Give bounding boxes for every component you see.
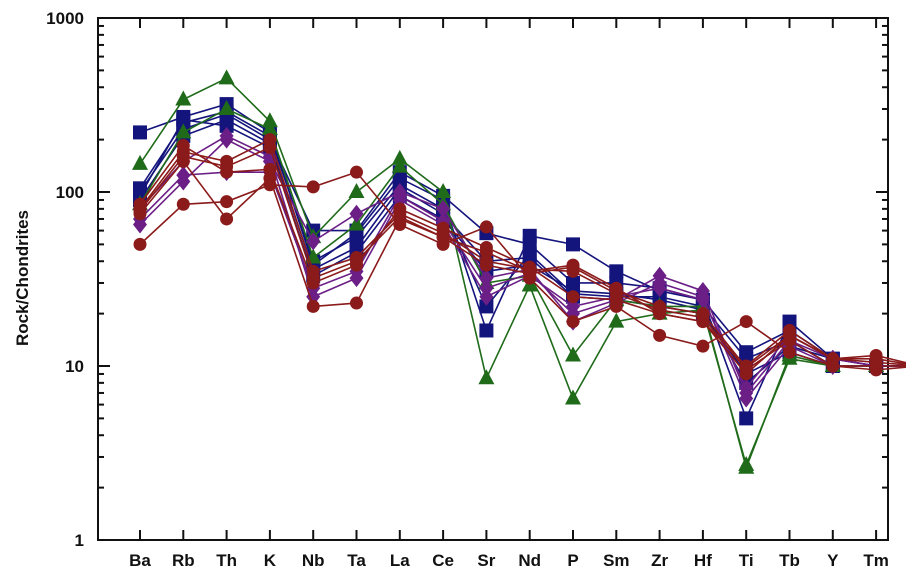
data-point-square: [566, 237, 580, 251]
data-point-triangle: [738, 459, 754, 474]
data-point-circle: [393, 210, 406, 223]
data-point-triangle: [132, 155, 148, 170]
data-point-circle: [567, 315, 580, 328]
data-point-circle: [177, 198, 190, 211]
data-point-square: [739, 345, 753, 359]
series-6: [132, 100, 906, 474]
series-layer: [132, 69, 906, 473]
x-tick-label: Y: [827, 551, 839, 570]
data-point-circle: [870, 356, 883, 369]
x-tick-label: Rb: [172, 551, 195, 570]
data-point-circle: [350, 297, 363, 310]
y-tick-label: 10: [65, 357, 84, 376]
data-point-circle: [437, 231, 450, 244]
data-point-triangle: [392, 158, 408, 173]
data-point-triangle: [478, 369, 494, 384]
labels-layer: Rock/Chondrites 1 10 100 1000 Ba Rb Th K Nb Ta La C…: [13, 9, 906, 570]
x-tick-label: Tb: [779, 551, 800, 570]
data-point-circle: [826, 352, 839, 365]
data-point-square: [523, 237, 537, 251]
data-point-circle: [220, 212, 233, 225]
data-point-triangle: [175, 91, 191, 106]
axes-layer: [98, 18, 906, 540]
data-point-circle: [696, 340, 709, 353]
data-point-circle: [653, 329, 666, 342]
y-axis-label: Rock/Chondrites: [13, 210, 32, 346]
x-tick-label: K: [264, 551, 277, 570]
y-tick-label: 100: [56, 183, 84, 202]
data-point-circle: [696, 307, 709, 320]
x-tick-label: Ce: [432, 551, 454, 570]
data-point-circle: [783, 329, 796, 342]
data-point-square: [133, 125, 147, 139]
data-point-circle: [653, 300, 666, 313]
x-tick-label: Ba: [129, 551, 151, 570]
data-point-circle: [134, 238, 147, 251]
data-point-circle: [350, 255, 363, 268]
x-tick-label: Hf: [694, 551, 712, 570]
x-tick-label: Zr: [651, 551, 668, 570]
data-point-diamond: [350, 205, 364, 223]
x-tick-label: Nb: [302, 551, 325, 570]
plot-frame: [98, 18, 888, 540]
x-tick-label: La: [390, 551, 410, 570]
data-point-triangle: [219, 69, 235, 84]
data-point-triangle: [565, 390, 581, 405]
x-tick-label: Ta: [347, 551, 366, 570]
data-point-circle: [567, 261, 580, 274]
data-point-circle: [610, 284, 623, 297]
data-point-circle: [740, 315, 753, 328]
data-point-circle: [220, 160, 233, 173]
data-point-square: [479, 323, 493, 337]
data-point-circle: [263, 163, 276, 176]
data-point-circle: [783, 346, 796, 359]
x-tick-label: Ti: [739, 551, 754, 570]
data-point-circle: [567, 290, 580, 303]
data-point-triangle: [349, 183, 365, 198]
series-5: [132, 69, 906, 471]
data-point-circle: [307, 180, 320, 193]
data-point-circle: [350, 166, 363, 179]
series-line: [140, 109, 906, 468]
x-tick-label: Sr: [477, 551, 495, 570]
data-point-circle: [740, 361, 753, 374]
data-point-circle: [307, 272, 320, 285]
x-tick-label: Sm: [603, 551, 629, 570]
data-point-circle: [263, 141, 276, 154]
data-point-circle: [480, 241, 493, 254]
x-tick-label: P: [567, 551, 578, 570]
data-point-circle: [480, 259, 493, 272]
y-tick-label: 1: [75, 531, 84, 550]
data-point-square: [739, 411, 753, 425]
data-point-circle: [480, 220, 493, 233]
x-tick-label: Tm: [863, 551, 889, 570]
data-point-circle: [177, 150, 190, 163]
data-point-circle: [307, 300, 320, 313]
y-tick-label: 1000: [46, 9, 84, 28]
data-point-circle: [523, 267, 536, 280]
data-point-circle: [220, 195, 233, 208]
x-tick-label: Nd: [518, 551, 541, 570]
data-point-circle: [134, 204, 147, 217]
x-tick-label: Th: [216, 551, 237, 570]
